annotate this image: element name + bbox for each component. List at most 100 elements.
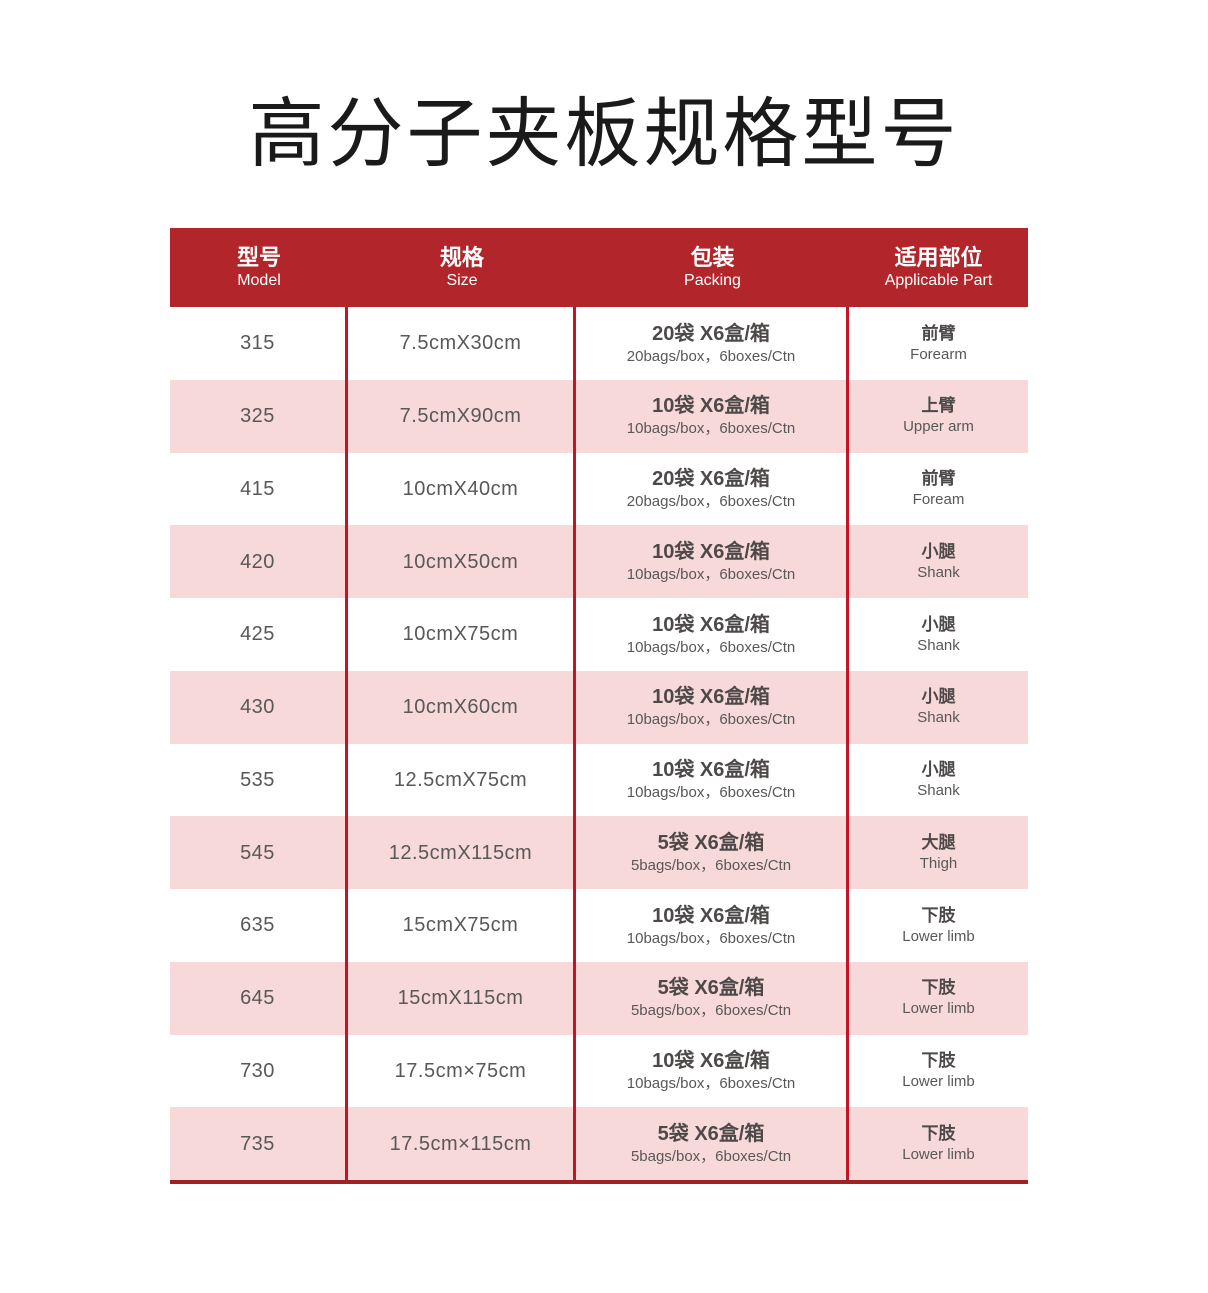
header-model-en: Model	[237, 272, 281, 290]
packing-en: 10bags/box，6boxes/Ctn	[626, 565, 796, 583]
model-value: 545	[240, 841, 275, 864]
part-en: Shank	[917, 636, 960, 654]
cell-applicable-part: 下肢 Lower limb	[849, 1107, 1028, 1180]
size-value: 17.5cm×115cm	[389, 1132, 532, 1155]
header-part-en: Applicable Part	[884, 272, 993, 290]
packing-zh: 5袋 X6盒/箱	[657, 1122, 765, 1145]
cell-packing: 10袋 X6盒/箱 10bags/box，6boxes/Ctn	[576, 889, 849, 962]
packing-zh: 10袋 X6盒/箱	[652, 540, 770, 563]
packing-en: 10bags/box，6boxes/Ctn	[626, 420, 796, 438]
model-value: 730	[240, 1059, 275, 1082]
part-en: Shank	[917, 709, 960, 727]
packing-zh: 10袋 X6盒/箱	[652, 613, 770, 636]
part-zh: 小腿	[921, 760, 956, 780]
packing-zh: 5袋 X6盒/箱	[657, 831, 765, 854]
header-packing-en: Packing	[684, 272, 741, 290]
cell-model: 645	[170, 961, 348, 1035]
cell-applicable-part: 前臂 Foream	[849, 453, 1028, 526]
cell-model: 535	[170, 743, 348, 817]
packing-en: 5bags/box，6boxes/Ctn	[630, 1002, 792, 1020]
header-size-en: Size	[446, 272, 478, 290]
part-en: Lower limb	[902, 1000, 975, 1018]
part-zh: 小腿	[921, 541, 956, 561]
model-value: 645	[240, 987, 275, 1010]
size-value: 12.5cmX115cm	[388, 841, 533, 864]
table-row: 635 15cmX75cm 10袋 X6盒/箱 10bags/box，6boxe…	[170, 889, 1028, 962]
table-row: 415 10cmX40cm 20袋 X6盒/箱 20bags/box，6boxe…	[170, 452, 1028, 526]
part-en: Lower limb	[902, 927, 975, 945]
cell-applicable-part: 小腿 Shank	[849, 525, 1028, 598]
packing-en: 10bags/box，6boxes/Ctn	[626, 784, 796, 802]
cell-size: 10cmX60cm	[348, 670, 576, 744]
cell-applicable-part: 大腿 Thigh	[849, 816, 1028, 889]
model-value: 315	[240, 332, 275, 355]
size-value: 15cmX115cm	[397, 987, 524, 1010]
model-value: 325	[240, 405, 275, 428]
cell-packing: 5袋 X6盒/箱 5bags/box，6boxes/Ctn	[576, 961, 849, 1035]
part-en: Upper arm	[903, 418, 974, 436]
table-row: 545 12.5cmX115cm 5袋 X6盒/箱 5bags/box，6box…	[170, 816, 1028, 889]
part-zh: 大腿	[921, 832, 956, 852]
table-row: 420 10cmX50cm 10袋 X6盒/箱 10bags/box，6boxe…	[170, 525, 1028, 598]
table-body: 315 7.5cmX30cm 20袋 X6盒/箱 20bags/box，6box…	[170, 307, 1028, 1180]
packing-en: 5bags/box，6boxes/Ctn	[630, 856, 792, 874]
model-value: 635	[240, 914, 275, 937]
part-en: Shank	[917, 563, 960, 581]
table-row: 735 17.5cm×115cm 5袋 X6盒/箱 5bags/box，6box…	[170, 1107, 1028, 1180]
cell-packing: 20袋 X6盒/箱 20bags/box，6boxes/Ctn	[576, 307, 849, 380]
size-value: 12.5cmX75cm	[393, 768, 528, 791]
size-value: 7.5cmX90cm	[399, 405, 522, 428]
packing-en: 20bags/box，6boxes/Ctn	[626, 347, 796, 365]
model-value: 735	[240, 1132, 275, 1155]
size-value: 7.5cmX30cm	[399, 332, 522, 355]
cell-size: 12.5cmX75cm	[348, 743, 576, 817]
cell-applicable-part: 下肢 Lower limb	[849, 889, 1028, 962]
model-value: 415	[240, 477, 275, 500]
part-zh: 下肢	[921, 1123, 956, 1143]
cell-model: 425	[170, 598, 348, 671]
packing-en: 10bags/box，6boxes/Ctn	[626, 711, 796, 729]
model-value: 535	[240, 768, 275, 791]
model-value: 425	[240, 623, 275, 646]
header-col-packing: 包装 Packing	[576, 228, 849, 307]
cell-model: 315	[170, 307, 348, 380]
cell-applicable-part: 小腿 Shank	[849, 598, 1028, 671]
table-row: 315 7.5cmX30cm 20袋 X6盒/箱 20bags/box，6box…	[170, 307, 1028, 380]
spec-table: 型号 Model 规格 Size 包装 Packing 适用部位 Applica…	[170, 228, 1028, 1184]
cell-packing: 10袋 X6盒/箱 10bags/box，6boxes/Ctn	[576, 1034, 849, 1108]
part-zh: 小腿	[921, 687, 956, 707]
cell-model: 730	[170, 1034, 348, 1108]
size-value: 15cmX75cm	[402, 914, 519, 937]
cell-packing: 10袋 X6盒/箱 10bags/box，6boxes/Ctn	[576, 598, 849, 671]
size-value: 17.5cm×75cm	[394, 1059, 527, 1082]
cell-packing: 10袋 X6盒/箱 10bags/box，6boxes/Ctn	[576, 525, 849, 598]
cell-model: 415	[170, 452, 348, 526]
cell-model: 325	[170, 379, 348, 453]
table-row: 425 10cmX75cm 10袋 X6盒/箱 10bags/box，6boxe…	[170, 598, 1028, 671]
cell-packing: 5袋 X6盒/箱 5bags/box，6boxes/Ctn	[576, 816, 849, 889]
cell-size: 17.5cm×115cm	[348, 1107, 576, 1180]
table-row: 535 12.5cmX75cm 10袋 X6盒/箱 10bags/box，6bo…	[170, 743, 1028, 817]
part-zh: 小腿	[921, 614, 956, 634]
part-zh: 前臂	[921, 323, 956, 343]
packing-en: 10bags/box，6boxes/Ctn	[626, 638, 796, 656]
table-row: 730 17.5cm×75cm 10袋 X6盒/箱 10bags/box，6bo…	[170, 1034, 1028, 1108]
cell-model: 635	[170, 889, 348, 962]
cell-size: 10cmX75cm	[348, 598, 576, 671]
packing-en: 20bags/box，6boxes/Ctn	[626, 493, 796, 511]
header-col-model: 型号 Model	[170, 228, 348, 307]
cell-packing: 10袋 X6盒/箱 10bags/box，6boxes/Ctn	[576, 379, 849, 453]
packing-en: 5bags/box，6boxes/Ctn	[630, 1147, 792, 1165]
packing-zh: 20袋 X6盒/箱	[652, 468, 770, 491]
cell-applicable-part: 小腿 Shank	[849, 744, 1028, 817]
part-en: Foream	[912, 491, 965, 509]
part-zh: 下肢	[921, 978, 956, 998]
header-col-part: 适用部位 Applicable Part	[849, 228, 1028, 307]
page-title: 高分子夹板规格型号	[248, 92, 960, 177]
header-col-size: 规格 Size	[348, 228, 576, 307]
cell-size: 7.5cmX90cm	[348, 379, 576, 453]
header-size-zh: 规格	[439, 244, 484, 270]
cell-applicable-part: 下肢 Lower limb	[849, 1035, 1028, 1108]
part-en: Forearm	[910, 345, 967, 363]
cell-size: 15cmX115cm	[348, 961, 576, 1035]
